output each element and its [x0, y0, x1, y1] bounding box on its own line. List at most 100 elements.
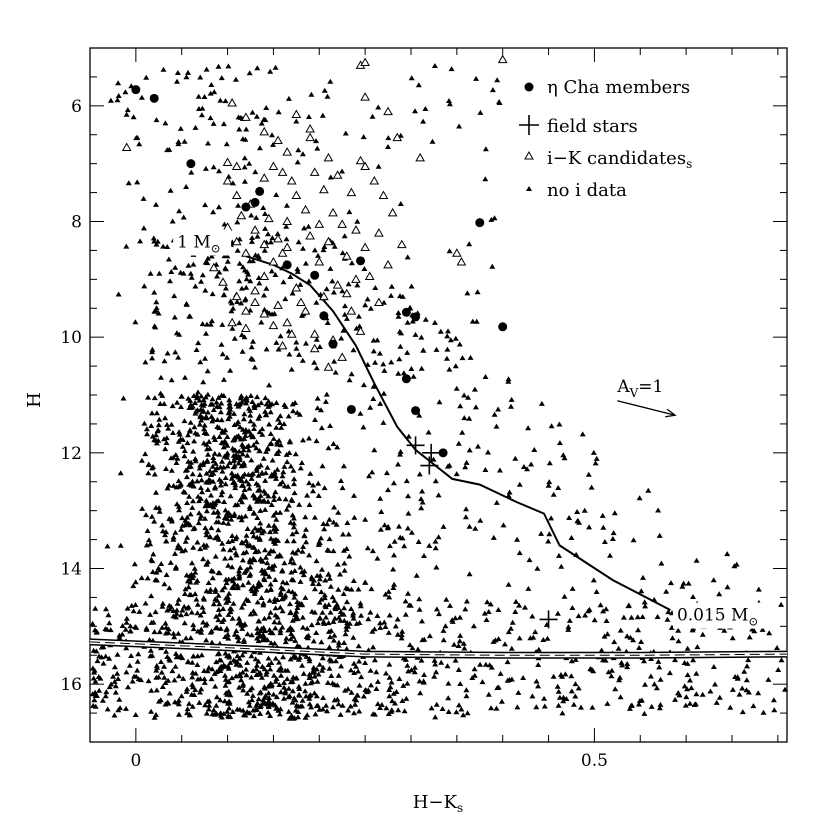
candidate-point: [231, 190, 242, 199]
series-no-i-data: [89, 63, 789, 721]
member-point: [186, 159, 196, 169]
candidate-point: [291, 283, 302, 292]
member-point: [250, 197, 260, 207]
candidate-point: [337, 219, 348, 228]
candidate-point: [259, 309, 270, 318]
candidate-point: [268, 161, 279, 171]
annotation-label: 0.015 M⊙: [677, 606, 759, 629]
candidate-point: [300, 306, 311, 315]
candidate-point: [250, 285, 260, 295]
x-tick-label: 0: [130, 751, 141, 771]
candidate-point: [121, 142, 132, 151]
candidate-point: [396, 239, 407, 249]
candidate-point: [387, 207, 398, 217]
candidate-point: [296, 297, 306, 306]
candidate-point: [227, 317, 238, 327]
candidate-point: [309, 167, 320, 176]
candidate-point: [456, 256, 467, 266]
candidate-point: [250, 297, 260, 306]
candidate-point: [273, 135, 283, 145]
member-point: [255, 186, 265, 196]
candidate-point: [268, 256, 279, 266]
candidate-point: [286, 176, 297, 185]
candidate-point: [259, 126, 270, 136]
y-axis-label: H: [24, 392, 45, 408]
annotation-bg: [613, 374, 672, 401]
candidate-point: [355, 155, 366, 165]
annotation-sub: ⊙: [748, 615, 758, 629]
annotation-main: 0.015 M: [677, 606, 748, 626]
annotation-bg: [173, 229, 232, 256]
candidate-point: [360, 57, 370, 66]
member-point: [241, 202, 251, 212]
field-star-point: [406, 436, 425, 455]
candidate-point: [208, 262, 219, 272]
y-tick-label: 16: [60, 675, 82, 695]
candidate-point: [378, 190, 389, 199]
candidate-point: [332, 170, 343, 179]
candidate-point: [291, 109, 302, 119]
legend-marker-no-i: [526, 186, 532, 191]
no-i-data-points: [89, 63, 789, 721]
candidate-point: [415, 152, 426, 162]
candidate-point: [319, 291, 329, 301]
candidate-point: [241, 248, 251, 257]
candidate-point: [273, 300, 283, 309]
candidate-point: [360, 242, 370, 252]
candidate-point: [374, 297, 384, 306]
annotation-sub: ⊙: [211, 242, 221, 256]
candidate-point: [360, 92, 370, 101]
legend-label-candidates-main: i−K candidates: [547, 148, 686, 169]
candidate-point: [309, 343, 320, 353]
legend-marker-field: [519, 115, 539, 135]
legend-label-candidates: i−K candidatess: [547, 148, 692, 171]
x-axis-label-main: H−K: [413, 792, 458, 813]
chart-annotations: 1 M⊙0.015 M⊙AV=1: [173, 229, 777, 629]
candidate-point: [282, 147, 293, 156]
candidate-point: [231, 236, 242, 246]
member-point: [149, 93, 159, 103]
candidate-point: [291, 190, 302, 199]
candidate-point: [241, 306, 251, 315]
axis-tick-labels: 0 0.5 6 8 10 12 14 16: [60, 97, 608, 771]
candidate-point: [369, 176, 380, 185]
candidate-point: [286, 329, 297, 338]
candidate-point: [383, 259, 393, 269]
candidate-point: [222, 176, 233, 185]
candidate-point: [319, 184, 329, 194]
member-point: [346, 404, 356, 414]
member-point: [328, 339, 338, 349]
legend-marker-candidates: [524, 150, 534, 160]
annotation-main: A: [616, 377, 630, 397]
candidate-point: [305, 123, 315, 133]
member-point: [401, 307, 411, 317]
member-point: [438, 448, 448, 458]
candidate-point: [497, 54, 508, 64]
member-point: [411, 406, 421, 416]
candidate-point: [218, 277, 228, 286]
series-eta-cha-members: [131, 85, 508, 458]
y-tick-label: 10: [60, 328, 82, 348]
candidate-point: [305, 132, 315, 142]
candidate-point: [360, 161, 370, 171]
legend-label-candidates-sub: s: [686, 157, 692, 171]
annotation-main: 1 M: [177, 233, 211, 253]
annotation-bg: [672, 602, 777, 629]
legend: η Cha members field stars i−K candidates…: [519, 77, 692, 201]
legend-label-field: field stars: [547, 116, 638, 137]
series-field-stars: [406, 436, 558, 629]
annotation-sub: V: [629, 386, 639, 400]
candidate-point: [355, 326, 366, 335]
annotation-label: 1 M⊙: [177, 233, 221, 256]
candidate-point: [231, 291, 242, 301]
candidate-point: [241, 112, 251, 121]
series-i-k-candidates: [121, 54, 508, 371]
member-point: [498, 322, 508, 332]
candidate-point: [236, 210, 247, 220]
member-point: [401, 374, 411, 384]
candidate-point: [282, 242, 293, 252]
candidate-point: [323, 362, 334, 371]
field-star-point: [539, 610, 558, 629]
candidate-point: [341, 288, 352, 298]
candidate-point: [332, 280, 343, 289]
